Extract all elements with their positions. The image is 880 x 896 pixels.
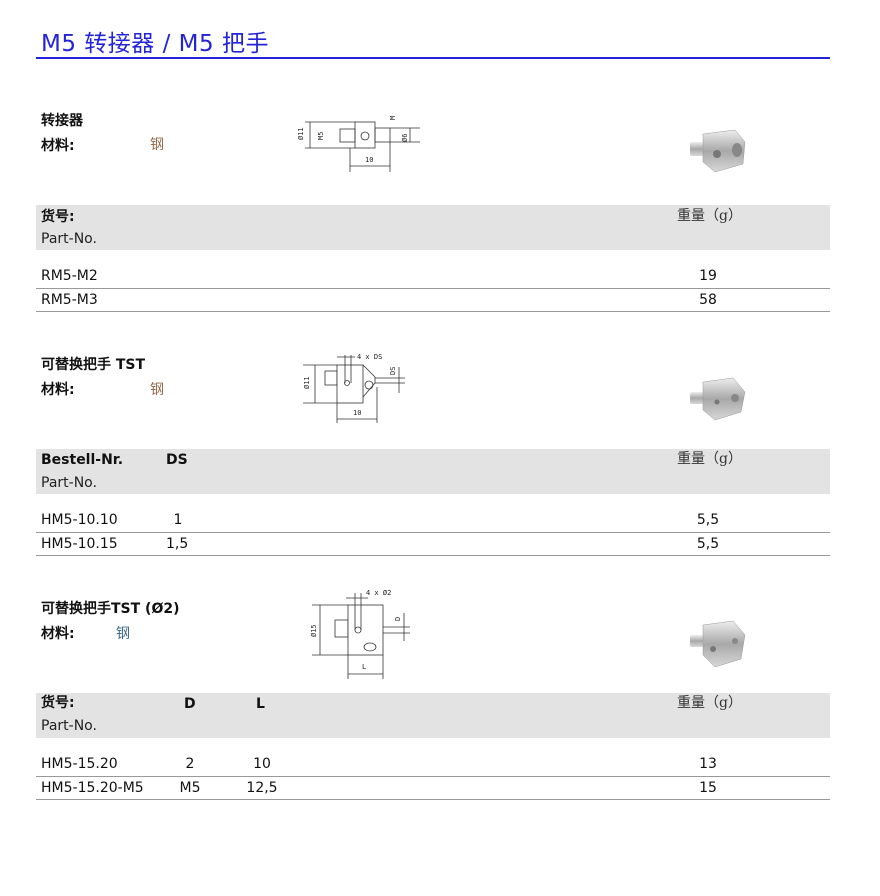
table-row-weight: 58 [699, 292, 717, 308]
col-header-part-sub: Part-No. [41, 475, 97, 491]
table-row-part: RM5-M2 [41, 268, 98, 284]
table-header [36, 449, 830, 494]
product-photo [690, 129, 746, 173]
table-row-ds: 1,5 [166, 536, 189, 552]
table-row-part: HM5-15.20 [41, 756, 118, 772]
dim-label: Ø11 [297, 127, 305, 140]
table-row-weight: 5,5 [696, 536, 720, 552]
col-header-ds: DS [166, 452, 188, 468]
product-photo [690, 377, 746, 421]
table-row-part: RM5-M3 [41, 292, 98, 308]
dim-label: 10 [365, 156, 373, 164]
col-header-weight: 重量（g） [677, 208, 742, 224]
dim-label: 4 x DS [357, 353, 382, 361]
col-header-l: L [256, 696, 265, 712]
table-row-weight: 19 [699, 268, 717, 284]
table-row-weight: 15 [699, 780, 717, 796]
dim-label: Ø15 [310, 624, 318, 637]
col-header-part: Bestell-Nr. [41, 452, 124, 468]
row-divider [36, 555, 830, 556]
table-row-d: M5 [179, 780, 201, 796]
product-photo [690, 620, 746, 668]
dim-label: Ø6 [401, 134, 409, 142]
page-title: M5 转接器 / M5 把手 [41, 31, 269, 57]
col-header-part-sub: Part-No. [41, 231, 97, 247]
dim-label: 4 x Ø2 [366, 589, 391, 597]
table-row-d: 2 [185, 756, 195, 772]
col-header-weight: 重量（g） [677, 451, 742, 467]
row-divider [36, 532, 830, 533]
table-header [36, 693, 830, 738]
material-label: 材料: [41, 382, 75, 398]
dim-label: Ø11 [303, 376, 311, 389]
material-value: 钢 [116, 626, 130, 642]
table-row-part: HM5-10.10 [41, 512, 118, 528]
col-header-weight: 重量（g） [677, 695, 742, 711]
table-row-weight: 5,5 [696, 512, 720, 528]
table-row-ds: 1 [173, 512, 183, 528]
material-label: 材料: [41, 138, 75, 154]
table-row-l: 12,5 [246, 780, 278, 796]
section-heading: 转接器 [41, 113, 83, 129]
col-header-part: 货号: [41, 695, 75, 711]
dim-label: DS [389, 367, 397, 375]
material-label: 材料: [41, 626, 75, 642]
table-row-part: HM5-15.20-M5 [41, 780, 144, 796]
col-header-part: 货号: [41, 209, 75, 225]
section-heading: 可替换把手 TST [41, 357, 146, 373]
title-rule [36, 57, 830, 59]
technical-drawing: Ø15 4 x Ø2 D L [310, 589, 410, 679]
material-value: 钢 [150, 137, 164, 153]
table-row-l: 10 [253, 756, 271, 772]
dim-label: D [394, 617, 402, 621]
dim-label: 10 [353, 409, 361, 417]
row-divider [36, 288, 830, 289]
row-divider [36, 776, 830, 777]
table-header [36, 205, 830, 250]
table-row-weight: 13 [699, 756, 717, 772]
dim-label: M5 [317, 132, 325, 140]
section-heading: 可替换把手TST (Ø2) [41, 601, 180, 617]
technical-drawing: Ø11 4 x DS DS 10 [303, 353, 405, 423]
table-row-part: HM5-10.15 [41, 536, 118, 552]
dim-label: L [362, 663, 366, 671]
technical-drawing: Ø11 M5 M Ø6 10 [297, 116, 420, 172]
row-divider [36, 799, 830, 800]
col-header-d: D [184, 696, 196, 712]
col-header-part-sub: Part-No. [41, 718, 97, 734]
row-divider [36, 311, 830, 312]
dim-label: M [389, 116, 397, 120]
material-value: 钢 [150, 382, 164, 398]
